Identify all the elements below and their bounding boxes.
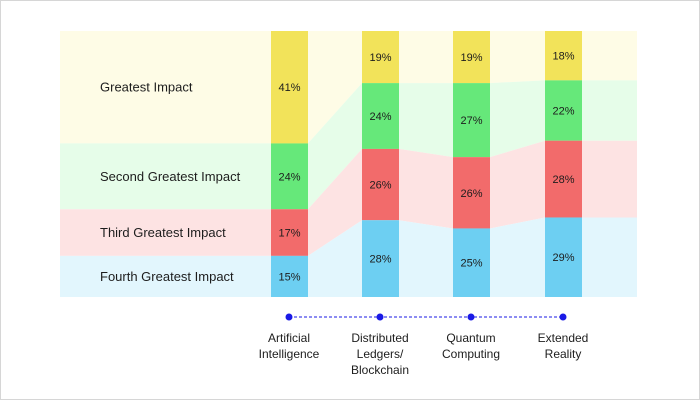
axis-dot xyxy=(559,313,567,321)
legend-label: Fourth Greatest Impact xyxy=(100,269,234,284)
legend-label: Greatest Impact xyxy=(100,80,193,95)
data-label: 28% xyxy=(369,254,391,266)
data-label: 15% xyxy=(278,271,300,283)
bar-segment xyxy=(453,228,490,297)
data-label: 28% xyxy=(552,174,574,186)
data-label: 18% xyxy=(552,51,574,63)
band-fourth-greatest-impact xyxy=(60,217,637,297)
bar-segment xyxy=(453,31,490,84)
category-label: Quantum Computing xyxy=(442,331,500,361)
row-labels: Greatest Impact Second Greatest Impact Thi… xyxy=(100,80,241,284)
axis-dot xyxy=(467,313,475,321)
band-second-greatest-impact xyxy=(60,80,637,210)
category-label: Extended Reality xyxy=(538,331,589,361)
bar-segment xyxy=(545,140,582,218)
data-label: 26% xyxy=(369,180,391,192)
category-axis: Artificial Intelligence Distributed Ledgers… xyxy=(259,313,589,377)
data-label: 24% xyxy=(278,171,300,183)
legend-label: Third Greatest Impact xyxy=(100,225,226,240)
data-label: 27% xyxy=(460,115,482,127)
data-label: 19% xyxy=(369,52,391,64)
bar-segment xyxy=(453,157,490,229)
category-label: Artificial Intelligence xyxy=(259,331,320,361)
category-label: Distributed Ledgers/Blockchain xyxy=(351,331,409,377)
bar-segment xyxy=(545,80,582,141)
background-bands xyxy=(60,31,637,297)
data-label: 17% xyxy=(278,228,300,240)
data-label: 19% xyxy=(460,52,482,64)
data-label: 29% xyxy=(552,252,574,264)
bar-segment xyxy=(453,83,490,158)
data-label: 22% xyxy=(552,106,574,118)
bar-segment xyxy=(545,31,582,81)
legend-label: Second Greatest Impact xyxy=(100,169,241,184)
bar-segment xyxy=(271,255,308,297)
band-third-greatest-impact xyxy=(60,140,637,256)
bar-segment xyxy=(271,31,308,144)
bar-segment xyxy=(362,148,399,221)
data-label: 26% xyxy=(460,188,482,200)
bar-segment xyxy=(271,143,308,210)
axis-dot xyxy=(376,313,384,321)
bar-segment xyxy=(362,31,399,84)
bar-segment xyxy=(545,217,582,297)
band-greatest-impact xyxy=(60,31,637,144)
bar-segment xyxy=(271,209,308,256)
bar-segment xyxy=(362,220,399,297)
data-label: 24% xyxy=(369,111,391,123)
bar-segment xyxy=(362,83,399,149)
axis-dot xyxy=(285,313,293,321)
data-label: 25% xyxy=(460,258,482,270)
bars: 41% 24% 17% 15% 19% 24% 26% 28% 19% 27% 26% 25% 18% 2… xyxy=(271,31,582,297)
data-label: 41% xyxy=(278,82,300,94)
